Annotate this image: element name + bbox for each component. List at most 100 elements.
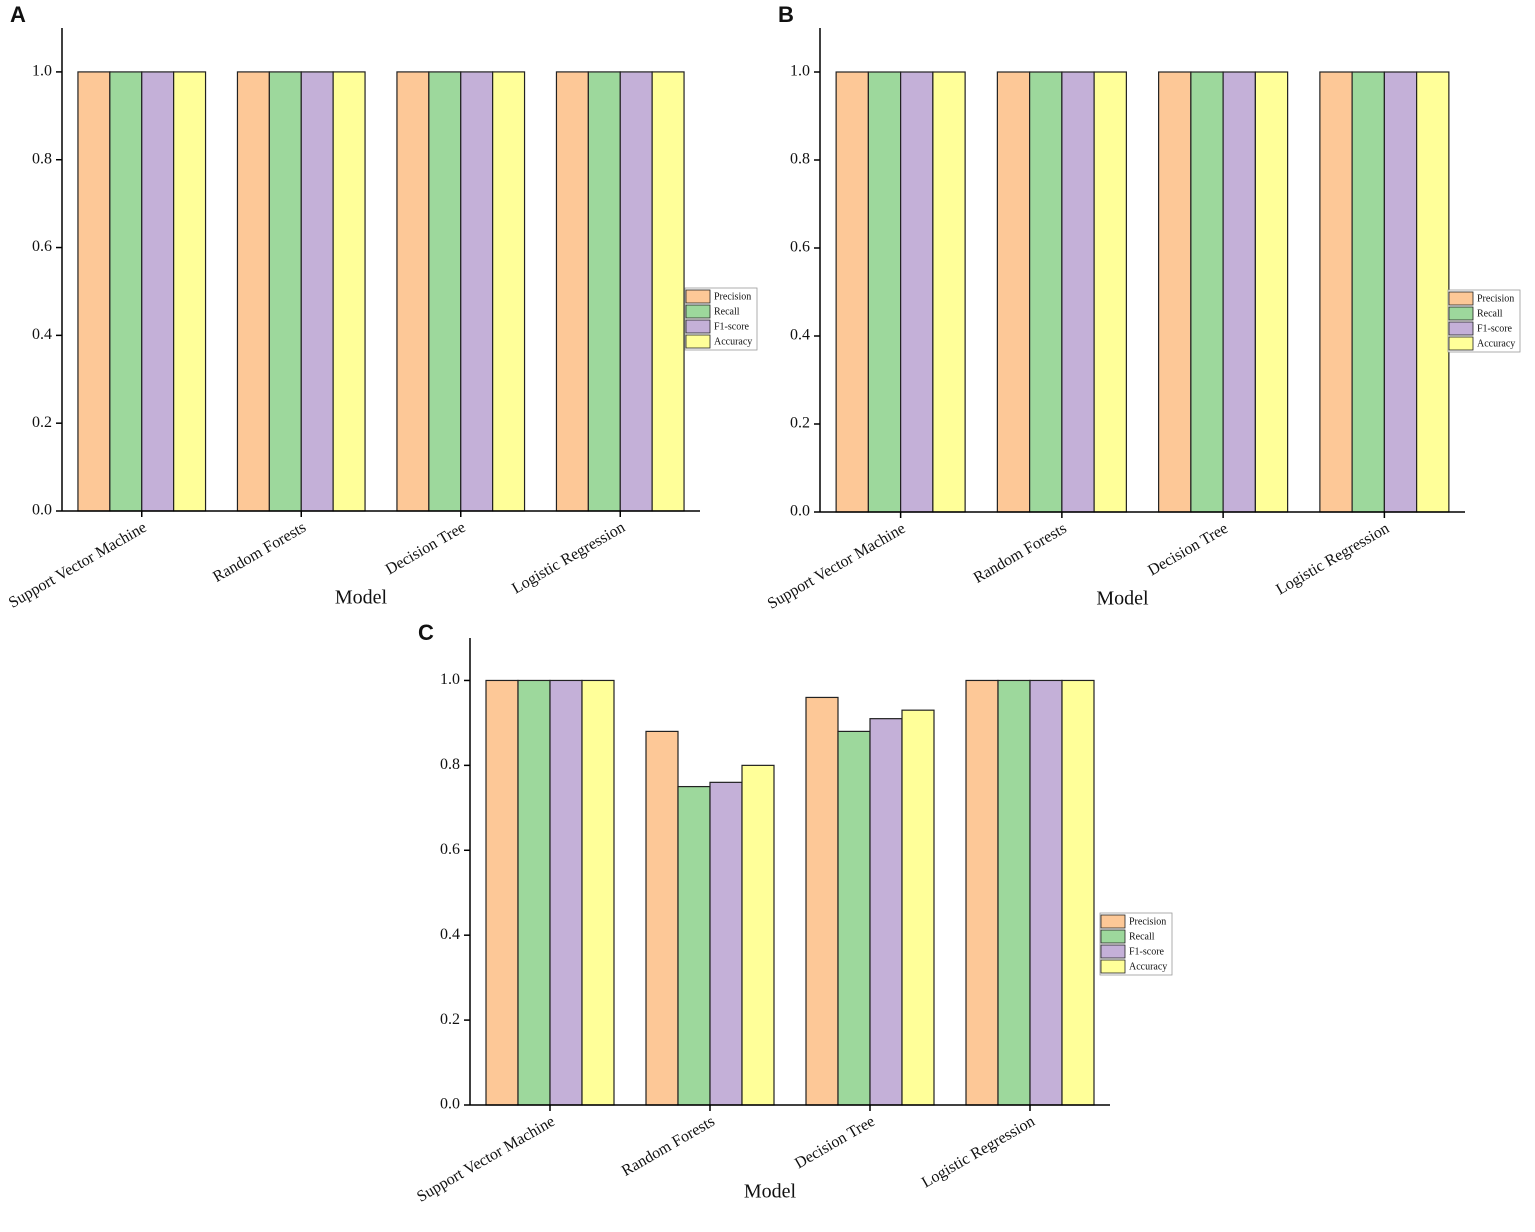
bar bbox=[332, 71, 366, 512]
bar bbox=[867, 71, 902, 513]
bar bbox=[1222, 71, 1256, 513]
y-tick-label: 0.6 bbox=[440, 841, 460, 858]
y-tick-label: 0.6 bbox=[32, 238, 52, 255]
legend-swatch bbox=[685, 289, 711, 304]
bar bbox=[173, 71, 207, 512]
bar bbox=[1158, 71, 1192, 513]
x-tick-label: Decision Tree bbox=[383, 519, 469, 578]
chart-panel: B 0.0 0.2 0.4 0.6 0.8 1.0 Support Vector Machin… bbox=[765, 2, 1521, 613]
legend-label: Accuracy bbox=[714, 336, 752, 347]
bar bbox=[1319, 71, 1353, 513]
legend-swatch bbox=[685, 319, 711, 334]
bar bbox=[77, 71, 111, 512]
bar bbox=[300, 71, 334, 512]
x-axis-title: Model bbox=[335, 587, 388, 609]
legend-label: Accuracy bbox=[1129, 961, 1167, 972]
legend-label: Precision bbox=[1129, 916, 1166, 927]
bar bbox=[645, 730, 679, 1106]
bar bbox=[932, 71, 966, 513]
legend-swatch bbox=[685, 334, 711, 349]
legend-swatch bbox=[1100, 929, 1126, 944]
bar bbox=[492, 71, 526, 512]
bar bbox=[581, 679, 615, 1106]
y-tick-label: 0.8 bbox=[32, 150, 52, 167]
bar bbox=[901, 709, 935, 1106]
panel-label: B bbox=[778, 2, 794, 27]
bar bbox=[996, 71, 1031, 513]
x-tick-label: Decision Tree bbox=[792, 1113, 878, 1172]
x-tick-label: Support Vector Machine bbox=[6, 519, 150, 612]
y-tick-label: 0.6 bbox=[790, 239, 810, 256]
legend-swatch bbox=[1448, 291, 1474, 306]
x-tick-label: Support Vector Machine bbox=[414, 1113, 558, 1206]
bar bbox=[268, 71, 302, 512]
legend-swatch bbox=[1448, 321, 1474, 336]
x-tick-label: Decision Tree bbox=[1145, 520, 1231, 579]
x-tick-label: Logistic Regression bbox=[509, 519, 628, 597]
legend-label: Recall bbox=[1129, 931, 1155, 942]
legend-label: Accuracy bbox=[1477, 338, 1515, 349]
y-tick-label: 0.8 bbox=[790, 151, 810, 168]
legend-label: F1-score bbox=[714, 321, 750, 332]
bar bbox=[837, 730, 871, 1106]
x-tick-label: Logistic Regression bbox=[919, 1113, 1038, 1191]
panel-label: C bbox=[418, 620, 434, 645]
bar bbox=[651, 71, 685, 512]
bar bbox=[1093, 71, 1127, 513]
bar bbox=[677, 785, 711, 1106]
y-tick-label: 0.4 bbox=[32, 326, 52, 343]
bar bbox=[236, 71, 270, 512]
legend-swatch bbox=[685, 304, 711, 319]
legend-swatch bbox=[1100, 959, 1126, 974]
y-tick-label: 0.4 bbox=[440, 926, 460, 943]
legend-swatch bbox=[1100, 914, 1126, 929]
x-axis-title: Model bbox=[744, 1181, 797, 1203]
bar bbox=[141, 71, 175, 512]
legend-swatch bbox=[1448, 306, 1474, 321]
bar bbox=[460, 71, 494, 512]
y-tick-label: 0.0 bbox=[790, 503, 810, 520]
bar bbox=[835, 71, 869, 513]
bar bbox=[1061, 679, 1095, 1106]
bar bbox=[1061, 71, 1095, 513]
y-tick-label: 0.8 bbox=[440, 756, 460, 773]
legend-label: Recall bbox=[1477, 308, 1503, 319]
bar bbox=[1190, 71, 1224, 513]
x-tick-label: Support Vector Machine bbox=[765, 520, 909, 613]
x-tick-label: Random Forests bbox=[210, 519, 309, 586]
chart-panel: C 0.0 0.2 0.4 0.6 0.8 1.0 Support Vector Machin… bbox=[414, 620, 1173, 1206]
bar bbox=[805, 696, 839, 1106]
bar bbox=[1383, 71, 1418, 513]
legend-swatch bbox=[1100, 944, 1126, 959]
legend-label: Recall bbox=[714, 306, 740, 317]
y-tick-label: 1.0 bbox=[440, 671, 460, 688]
y-tick-label: 1.0 bbox=[32, 63, 52, 80]
bar bbox=[869, 718, 903, 1106]
bar bbox=[1029, 679, 1063, 1106]
bar bbox=[517, 679, 551, 1106]
x-tick-label: Random Forests bbox=[971, 520, 1070, 587]
legend: Precision Recall F1-score Accuracy bbox=[684, 287, 758, 351]
y-tick-label: 0.2 bbox=[32, 414, 52, 431]
bar bbox=[619, 71, 653, 512]
y-tick-label: 0.0 bbox=[32, 502, 52, 519]
x-tick-label: Logistic Regression bbox=[1273, 520, 1392, 598]
bar bbox=[965, 679, 999, 1106]
legend-label: F1-score bbox=[1129, 946, 1165, 957]
bar bbox=[1029, 71, 1063, 513]
legend: Precision Recall F1-score Accuracy bbox=[1447, 289, 1521, 353]
panel-label: A bbox=[10, 2, 26, 27]
bar bbox=[396, 71, 430, 512]
legend: Precision Recall F1-score Accuracy bbox=[1099, 912, 1173, 976]
x-axis-title: Model bbox=[1096, 588, 1149, 610]
bar bbox=[1254, 71, 1289, 513]
bar bbox=[741, 764, 775, 1106]
bar bbox=[549, 679, 583, 1106]
y-tick-label: 0.0 bbox=[440, 1096, 460, 1113]
legend-label: Precision bbox=[714, 291, 751, 302]
bar bbox=[900, 71, 934, 513]
bar bbox=[428, 71, 462, 512]
bar bbox=[997, 679, 1031, 1106]
